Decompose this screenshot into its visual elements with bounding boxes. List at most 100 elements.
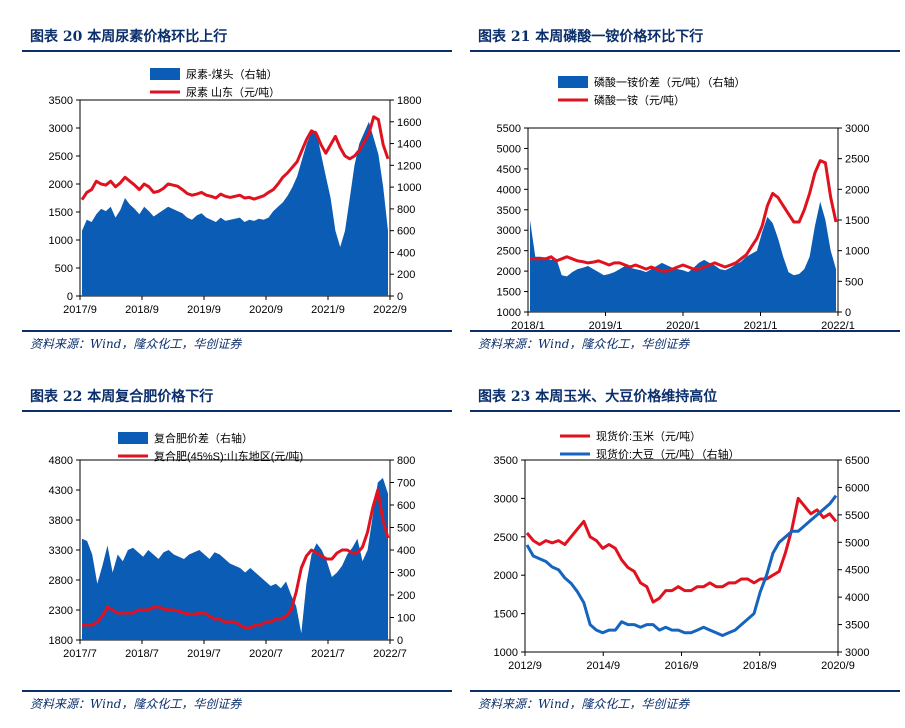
x-tick-label: 2017/9	[63, 304, 97, 316]
right-tick-label: 1500	[845, 215, 869, 227]
right-tick-label: 1400	[397, 139, 421, 151]
x-tick-label: 2018/7	[125, 648, 159, 660]
chart-source: 资料来源：Wind，隆众化工，华创证券	[478, 337, 690, 351]
urea-chart: 0 500 1000 1500 2000 2500 3000 3500 0 200 400 600 80…	[49, 67, 422, 316]
right-tick-label: 1000	[397, 182, 421, 194]
left-tick-label: 1000	[497, 307, 521, 319]
right-tick-label: 4500	[845, 565, 869, 577]
right-tick-label: 6500	[845, 455, 869, 467]
series-line-1	[530, 159, 838, 273]
corn-soybean-chart: 1000 1500 2000 2500 3000 3500 3000 3500 4000 4500…	[494, 429, 870, 672]
left-tick-label: 2500	[494, 532, 518, 544]
legend-label: 现货价:玉米（元/吨）	[596, 429, 701, 443]
right-tick-label: 400	[397, 545, 415, 557]
compound-fertilizer-chart: 1800 2300 2800 3300 3800 4300 4800 0 100 200 300 40…	[49, 431, 416, 660]
chart-source: 资料来源：Wind，隆众化工，华创证券	[478, 697, 690, 711]
source-rule	[470, 330, 900, 332]
left-tick-label: 4500	[497, 164, 521, 176]
left-tick-label: 1500	[494, 609, 518, 621]
left-tick-label: 3500	[497, 205, 521, 217]
x-tick-label: 2022/1	[821, 320, 855, 332]
left-tick-label: 3000	[494, 493, 518, 505]
right-tick-label: 3500	[845, 620, 869, 632]
series-line-1	[80, 115, 390, 201]
x-tick-label: 2016/9	[665, 660, 699, 672]
left-tick-label: 4000	[497, 184, 521, 196]
title-rule	[22, 410, 452, 412]
legend-label: 现货价:大豆（元/吨）（右轴）	[596, 447, 740, 461]
left-tick-label: 2500	[49, 151, 73, 163]
x-tick-label: 2020/9	[821, 660, 855, 672]
left-tick-label: 2000	[494, 570, 518, 582]
source-rule	[470, 690, 900, 692]
legend-label: 复合肥价差（右轴）	[154, 431, 253, 445]
chart-panel-20: 图表 20 本周尿素价格环比上行 0 500 1000 1500 2000 2500 300…	[22, 18, 452, 363]
left-tick-label: 1000	[49, 235, 73, 247]
right-tick-label: 5500	[845, 510, 869, 522]
right-tick-label: 600	[397, 500, 415, 512]
chart-source: 资料来源：Wind，隆众化工，华创证券	[30, 337, 242, 351]
map-chart: 1000150020002500300035004000450050005500…	[497, 75, 870, 332]
right-tick-label: 1000	[845, 246, 869, 258]
x-tick-label: 2020/9	[249, 304, 283, 316]
source-rule	[22, 330, 452, 332]
left-tick-label: 4800	[49, 455, 73, 467]
x-tick-label: 2018/1	[511, 320, 545, 332]
series-line-1	[525, 494, 838, 637]
right-tick-label: 400	[397, 247, 415, 259]
right-tick-label: 500	[845, 276, 863, 288]
right-tick-label: 800	[397, 204, 415, 216]
chart-panel-22: 图表 22 本周复合肥价格下行 1800 2300 2800 3300 3800 4300…	[22, 378, 452, 723]
legend-label: 磷酸一铵价差（元/吨）（右轴）	[594, 75, 746, 89]
left-tick-label: 1500	[49, 207, 73, 219]
x-tick-label: 2014/9	[586, 660, 620, 672]
chart-title: 图表 20 本周尿素价格环比上行	[30, 29, 228, 45]
x-tick-label: 2022/7	[373, 648, 407, 660]
right-tick-label: 800	[397, 455, 415, 467]
right-tick-label: 1800	[397, 95, 421, 107]
right-tick-label: 1200	[397, 160, 421, 172]
x-tick-label: 2019/7	[187, 648, 221, 660]
chart-title: 图表 22 本周复合肥价格下行	[30, 389, 214, 405]
right-tick-label: 0	[845, 307, 851, 319]
series-area-0	[82, 478, 388, 640]
right-tick-label: 2500	[845, 154, 869, 166]
left-tick-label: 3000	[49, 123, 73, 135]
x-tick-label: 2012/9	[508, 660, 542, 672]
left-tick-label: 3300	[49, 545, 73, 557]
chart-title: 图表 23 本周玉米、大豆价格维持高位	[478, 389, 718, 405]
chart-title: 图表 21 本周磷酸一铵价格环比下行	[478, 29, 704, 45]
title-rule	[470, 410, 900, 412]
title-rule	[470, 50, 900, 52]
chart-panel-21: 图表 21 本周磷酸一铵价格环比下行 1000 1500 2000 2500 3000 3…	[470, 18, 900, 363]
right-tick-label: 200	[397, 590, 415, 602]
right-tick-label: 2000	[845, 184, 869, 196]
left-tick-label: 3500	[49, 95, 73, 107]
left-tick-label: 2800	[49, 575, 73, 587]
left-tick-label: 1000	[494, 647, 518, 659]
right-tick-label: 6000	[845, 482, 869, 494]
plot-frame	[524, 459, 839, 653]
x-tick-label: 2022/9	[373, 304, 407, 316]
right-tick-label: 200	[397, 269, 415, 281]
right-tick-label: 4000	[845, 592, 869, 604]
right-tick-label: 5000	[845, 537, 869, 549]
legend-label: 尿素-煤头（右轴）	[186, 67, 278, 81]
x-tick-label: 2018/9	[743, 660, 777, 672]
legend-label: 复合肥(45%S):山东地区(元/吨)	[154, 449, 303, 463]
series-area-0	[82, 121, 388, 296]
left-tick-label: 0	[67, 291, 73, 303]
right-tick-label: 0	[397, 291, 403, 303]
right-tick-label: 700	[397, 478, 415, 490]
left-tick-label: 3000	[497, 225, 521, 237]
right-tick-label: 600	[397, 226, 415, 238]
x-tick-label: 2019/1	[589, 320, 623, 332]
x-tick-label: 2020/7	[249, 648, 283, 660]
left-tick-label: 5000	[497, 143, 521, 155]
right-tick-label: 3000	[845, 123, 869, 135]
x-tick-label: 2021/7	[311, 648, 345, 660]
x-tick-label: 2021/1	[744, 320, 778, 332]
source-rule	[22, 690, 452, 692]
right-tick-label: 0	[397, 635, 403, 647]
chart-source: 资料来源：Wind，隆众化工，华创证券	[30, 697, 242, 711]
